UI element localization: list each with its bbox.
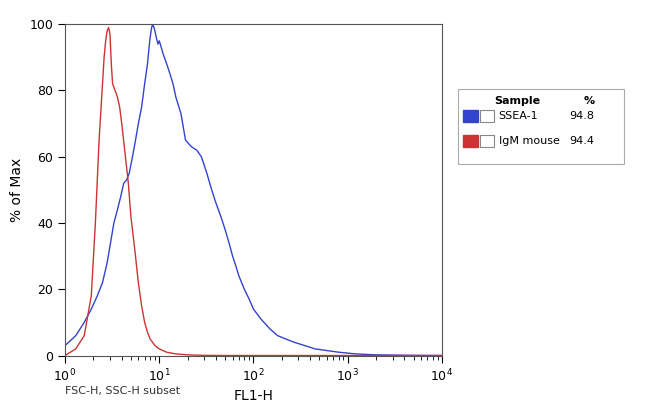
Text: 94.4: 94.4	[570, 136, 595, 145]
Text: Sample: Sample	[494, 96, 540, 106]
Text: IgM mouse: IgM mouse	[499, 136, 560, 145]
X-axis label: FL1-H: FL1-H	[233, 389, 274, 404]
Y-axis label: % of Max: % of Max	[10, 158, 24, 222]
Text: SSEA-1: SSEA-1	[499, 112, 538, 121]
Text: 94.8: 94.8	[570, 112, 595, 121]
Text: FSC-H, SSC-H subset: FSC-H, SSC-H subset	[65, 386, 180, 396]
Text: %: %	[584, 96, 595, 106]
